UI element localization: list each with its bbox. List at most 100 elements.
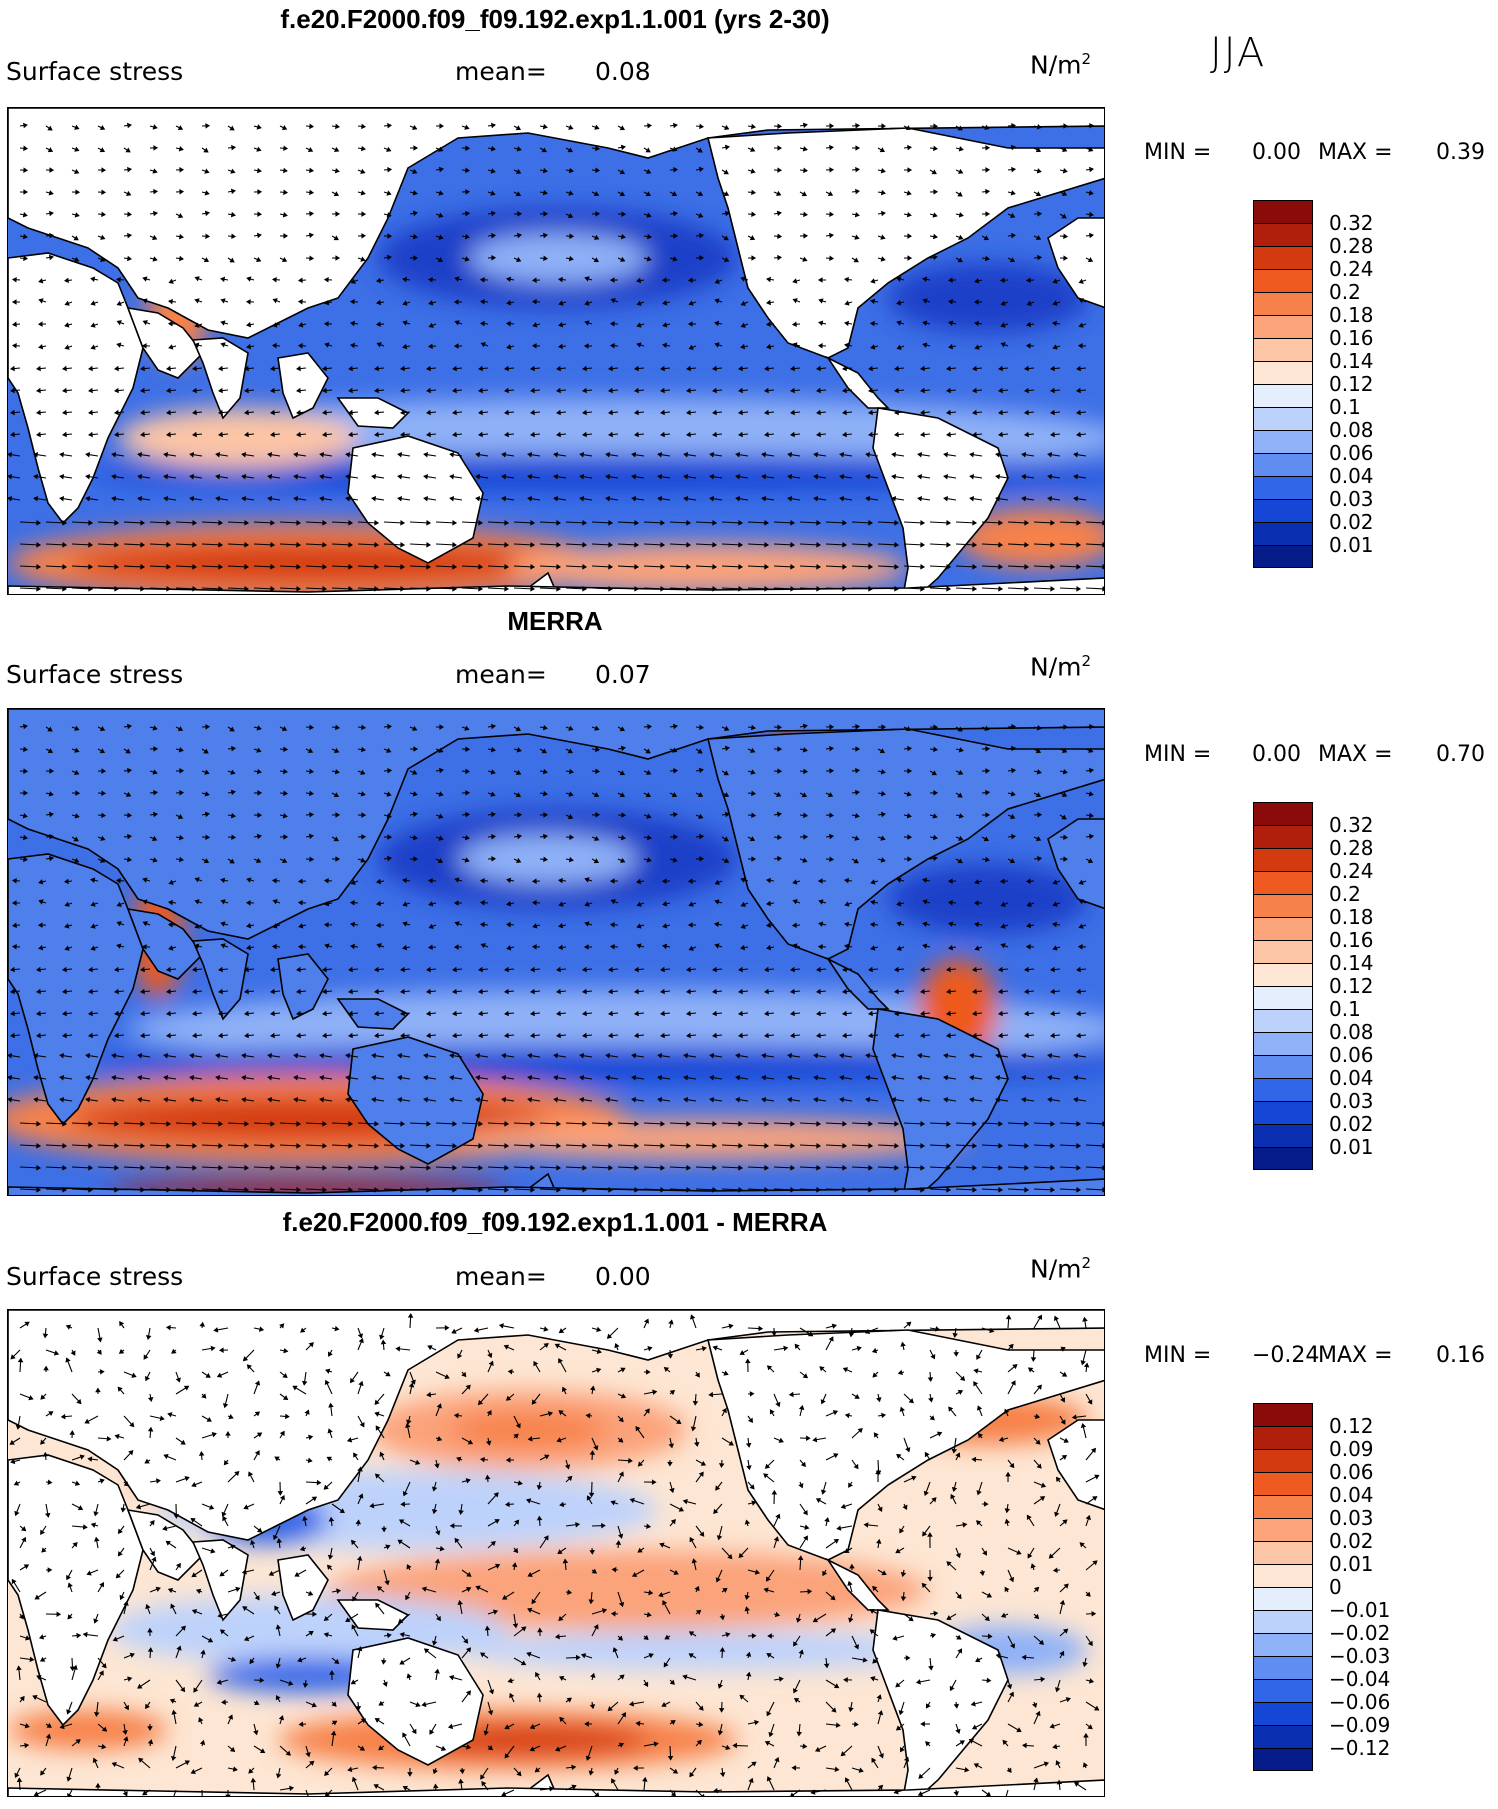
vector-arrowhead: [998, 1143, 1004, 1149]
vector-arrowhead: [163, 473, 169, 480]
vector-arrowhead: [765, 922, 771, 929]
vector-arrowhead: [920, 1143, 926, 1149]
vector-arrowhead: [271, 342, 277, 349]
vector-arrowhead: [657, 1074, 663, 1081]
vector-arrowhead: [116, 943, 122, 949]
vector-arrowhead: [972, 1165, 978, 1171]
vector-arrowhead: [9, 409, 15, 416]
vector-arrowhead: [1049, 1010, 1055, 1017]
vector-arrowhead: [659, 365, 665, 372]
stress-contour: [888, 864, 1088, 934]
vector-arrowhead: [868, 1143, 874, 1149]
vector-arrowhead: [817, 277, 823, 283]
vector-arrowhead: [790, 520, 796, 526]
vector-arrowhead: [935, 1326, 941, 1332]
vector-arrowhead: [44, 1512, 51, 1518]
vector-arrowhead: [766, 1365, 773, 1371]
vector-arrowhead: [279, 1495, 285, 1501]
vector-arrowhead: [998, 520, 1004, 526]
vector-arrowhead: [222, 1515, 228, 1522]
vector-arrowhead: [995, 495, 1001, 502]
vector-arrowhead: [350, 943, 355, 950]
vector-arrowhead: [584, 320, 590, 326]
vector-arrowhead: [737, 409, 743, 416]
panel-title: f.e20.F2000.f09_f09.192.exp1.1.001 (yrs …: [280, 4, 830, 34]
vector-arrowhead: [865, 473, 871, 480]
vector-arrowhead: [9, 966, 15, 973]
vector-arrowhead: [1060, 1397, 1065, 1403]
vector-arrowhead: [1026, 300, 1032, 306]
vector-arrowhead: [542, 790, 548, 797]
vector-arrowhead: [345, 1074, 351, 1081]
vector-arrowhead: [829, 768, 835, 774]
vector-arrowhead: [358, 1493, 364, 1499]
vector-arrowhead: [554, 1343, 561, 1349]
vector-arrowhead: [789, 387, 795, 394]
vector-arrowhead: [856, 1345, 862, 1352]
vector-arrowhead: [946, 1187, 952, 1193]
vector-arrowhead: [410, 1379, 416, 1385]
vector-arrowhead: [557, 276, 563, 283]
vector-arrowhead: [728, 1323, 734, 1330]
vector-arrowhead: [59, 495, 65, 502]
vector-arrowhead: [86, 1570, 92, 1576]
vector-arrowhead: [854, 812, 860, 819]
vector-arrowhead: [608, 586, 614, 592]
vector-arrowhead: [593, 257, 600, 263]
vector-arrowhead: [567, 1589, 573, 1595]
vector-arrowhead: [479, 878, 485, 884]
vector-arrowhead: [111, 1074, 117, 1081]
vector-arrowhead: [1080, 1422, 1087, 1429]
vector-arrowhead: [958, 234, 964, 240]
vector-arrowhead: [629, 1497, 635, 1504]
vector-arrowhead: [620, 857, 626, 863]
vector-arrowhead: [503, 365, 509, 372]
vector-arrowhead: [423, 1096, 429, 1103]
vector-arrowhead: [1030, 1563, 1036, 1569]
vector-arrowhead: [633, 387, 639, 394]
vector-arrowhead: [453, 900, 459, 906]
vector-arrowhead: [1063, 255, 1069, 261]
vector-arrowhead: [503, 1344, 510, 1350]
vector-arrowhead: [9, 387, 15, 394]
vector-arrowhead: [399, 409, 405, 416]
vector-arrowhead: [452, 564, 458, 570]
vector-arrowhead: [529, 431, 535, 438]
vector-arrowhead: [452, 586, 458, 592]
vector-arrowhead: [452, 1187, 458, 1193]
vector-arrowhead: [969, 451, 975, 458]
vector-arrowhead: [360, 190, 366, 196]
vector-arrowhead: [618, 1416, 624, 1423]
vector-arrowhead: [712, 564, 718, 570]
vector-arrowhead: [556, 564, 562, 570]
vector-arrowhead: [400, 1121, 406, 1127]
vector-arrowhead: [229, 257, 235, 263]
vector-arrowhead: [894, 542, 900, 548]
vector-arrowhead: [444, 1373, 450, 1379]
vector-arrowhead: [880, 168, 886, 174]
colorbar-swatch: [1253, 1101, 1313, 1124]
vector-arrowhead: [1062, 168, 1068, 174]
vector-arrowhead: [557, 343, 563, 350]
vector-arrowhead: [504, 1501, 510, 1508]
vector-arrowhead: [763, 1010, 769, 1017]
vector-arrowhead: [932, 212, 938, 218]
vector-arrowhead: [610, 298, 616, 304]
vector-arrowhead: [270, 1143, 276, 1149]
vector-arrowhead: [1052, 278, 1058, 284]
vector-arrowhead: [246, 944, 252, 951]
vector-arrowhead: [374, 586, 380, 592]
mean-value: 0.00: [595, 1262, 651, 1291]
vector-arrowhead: [87, 365, 93, 372]
colorbar-swatch: [1253, 1009, 1313, 1032]
vector-arrowhead: [477, 409, 483, 416]
vector-arrowhead: [946, 1165, 952, 1171]
vector-arrowhead: [114, 1165, 120, 1171]
vector-arrowhead: [1062, 769, 1068, 775]
vector-arrowhead: [543, 1326, 549, 1332]
vector-arrowhead: [1004, 1518, 1011, 1524]
vector-arrowhead: [361, 834, 367, 840]
vector-arrowhead: [634, 1165, 640, 1171]
vector-arrowhead: [505, 1457, 511, 1463]
colorbar-tick-label: 0.32: [1329, 813, 1374, 837]
